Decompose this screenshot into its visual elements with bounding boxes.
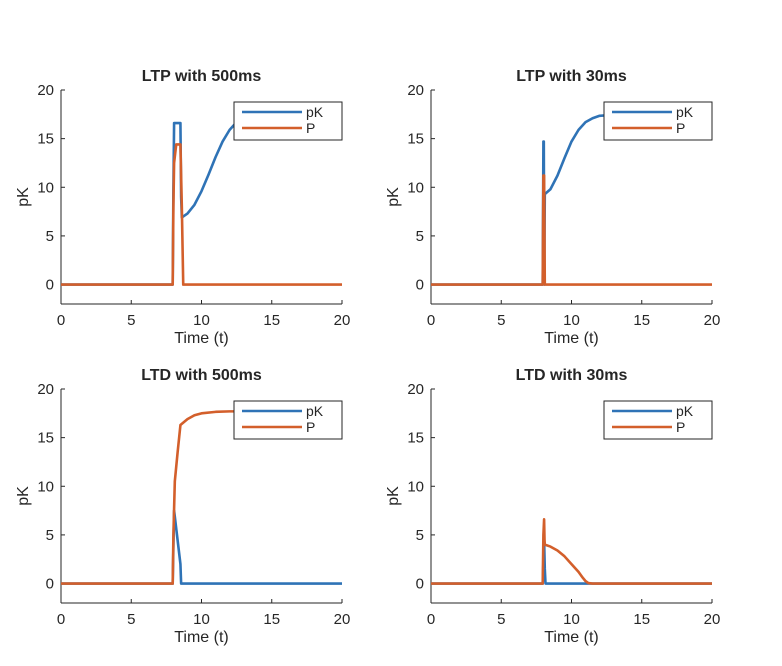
x-tick-label: 10: [563, 312, 580, 329]
x-axis-label: Time (t): [544, 330, 599, 347]
y-tick-label: 20: [37, 381, 54, 398]
y-tick-label: 10: [407, 179, 424, 196]
chart-panel: 0 5 10 15 20 0 5 10 15 20 LTD with 30ms Time (t) pK p…: [385, 367, 720, 646]
x-tick-label: 10: [193, 611, 210, 628]
chart-panel: 0 5 10 15 20 0 5 10 15 20 LTP with 500ms Time (t) pK…: [15, 68, 350, 347]
x-axis-label: Time (t): [174, 629, 229, 646]
legend-label: pK: [676, 403, 694, 419]
y-tick-label: 5: [46, 228, 54, 245]
chart-title: LTD with 500ms: [141, 367, 262, 384]
y-axis-label: pK: [385, 486, 402, 506]
y-tick-label: 15: [407, 430, 424, 447]
y-tick-label: 15: [407, 131, 424, 148]
x-tick-label: 15: [633, 611, 650, 628]
legend-label: P: [676, 419, 685, 435]
series-line-pk: [431, 538, 712, 585]
x-tick-label: 20: [334, 312, 351, 329]
legend-box: [603, 400, 713, 440]
series-line-p: [61, 410, 342, 585]
x-tick-label: 0: [427, 312, 435, 329]
y-axis-label: pK: [15, 486, 32, 506]
legend-label: pK: [306, 104, 324, 120]
x-tick-label: 0: [57, 312, 65, 329]
y-tick-label: 5: [46, 527, 54, 544]
chart-panel: 0 5 10 15 20 0 5 10 15 20 LTP with 30ms Time (t) pK p…: [385, 68, 720, 347]
x-tick-label: 20: [704, 611, 721, 628]
chart-title: LTP with 500ms: [142, 68, 262, 85]
y-tick-label: 20: [407, 82, 424, 99]
series-line-p: [431, 174, 712, 286]
x-tick-label: 5: [497, 611, 505, 628]
x-tick-label: 10: [563, 611, 580, 628]
legend-label: P: [306, 120, 315, 136]
x-tick-label: 5: [497, 312, 505, 329]
y-tick-label: 5: [416, 228, 424, 245]
legend-box: [233, 101, 343, 141]
chart-title: LTD with 30ms: [516, 367, 628, 384]
x-axis-label: Time (t): [544, 629, 599, 646]
y-tick-label: 15: [37, 131, 54, 148]
legend-label: pK: [676, 104, 694, 120]
chart-title: LTP with 30ms: [516, 68, 627, 85]
y-tick-label: 10: [37, 478, 54, 495]
series-line-pk: [61, 509, 342, 585]
y-axis-label: pK: [385, 187, 402, 207]
y-tick-label: 0: [46, 277, 54, 294]
chart-panel: 0 5 10 15 20 0 5 10 15 20 LTD with 500ms Time (t) pK…: [15, 367, 350, 646]
legend-label: pK: [306, 403, 324, 419]
x-tick-label: 0: [427, 611, 435, 628]
y-tick-label: 20: [37, 82, 54, 99]
legend-label: P: [676, 120, 685, 136]
y-tick-label: 0: [416, 576, 424, 593]
legend-label: P: [306, 419, 315, 435]
x-tick-label: 20: [334, 611, 351, 628]
series-line-p: [61, 143, 342, 286]
x-tick-label: 5: [127, 611, 135, 628]
x-tick-label: 0: [57, 611, 65, 628]
y-tick-label: 0: [416, 277, 424, 294]
x-tick-label: 15: [633, 312, 650, 329]
y-tick-label: 10: [407, 478, 424, 495]
x-axis-label: Time (t): [174, 330, 229, 347]
y-tick-label: 10: [37, 179, 54, 196]
y-tick-label: 15: [37, 430, 54, 447]
x-tick-label: 5: [127, 312, 135, 329]
y-tick-label: 20: [407, 381, 424, 398]
series-line-p: [431, 518, 712, 585]
x-tick-label: 15: [263, 611, 280, 628]
y-tick-label: 0: [46, 576, 54, 593]
x-tick-label: 20: [704, 312, 721, 329]
x-tick-label: 15: [263, 312, 280, 329]
legend-box: [603, 101, 713, 141]
y-tick-label: 5: [416, 527, 424, 544]
x-tick-label: 10: [193, 312, 210, 329]
legend-box: [233, 400, 343, 440]
y-axis-label: pK: [15, 187, 32, 207]
